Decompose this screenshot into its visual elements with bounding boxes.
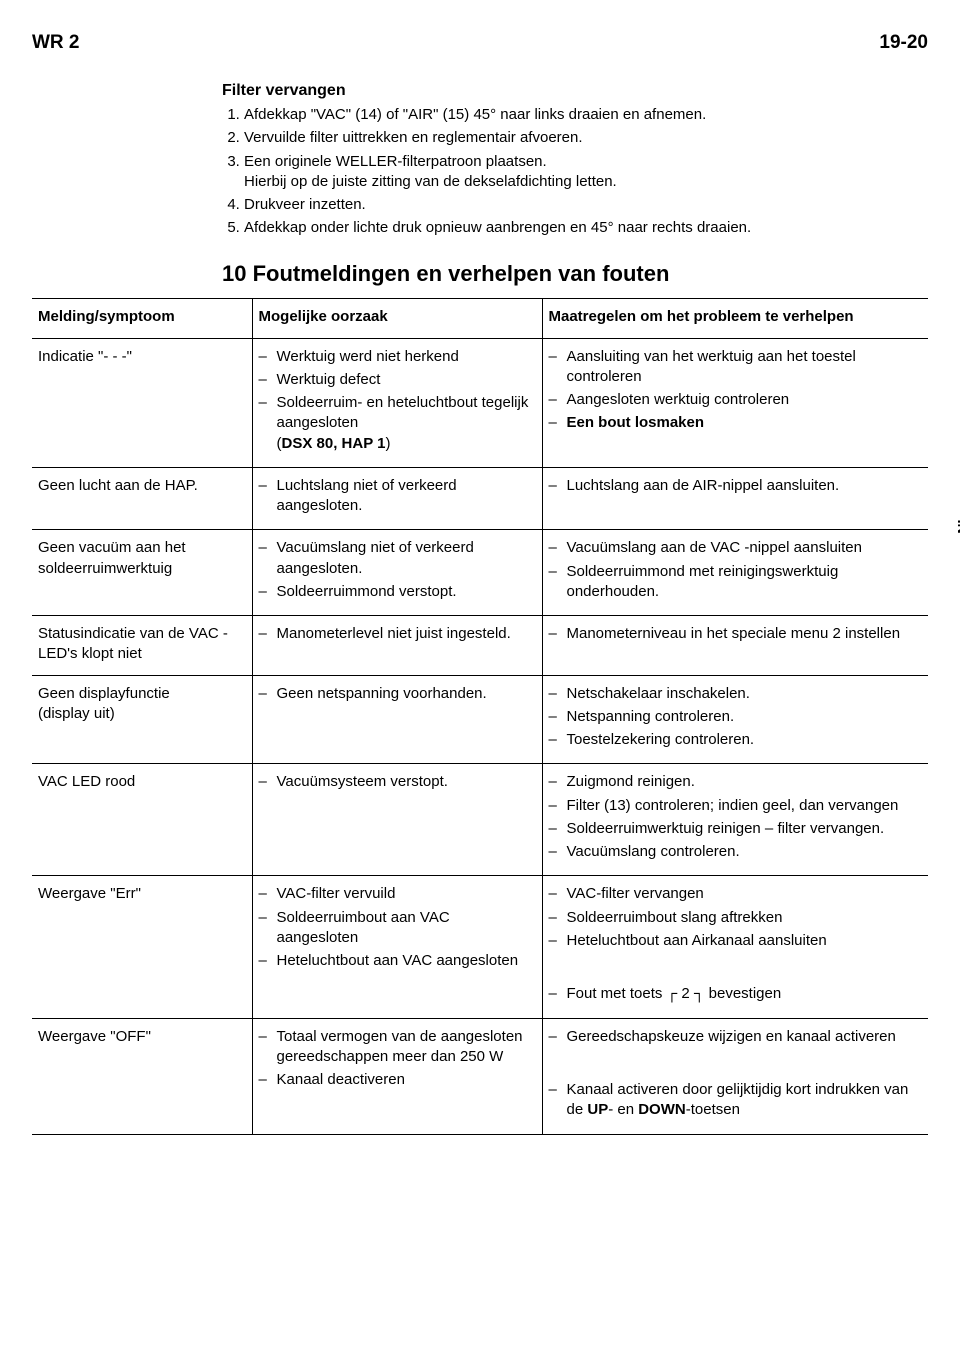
page-header: WR 2 19-20 xyxy=(32,30,928,56)
filter-section: Filter vervangen Afdekkap "VAC" (14) of … xyxy=(222,80,928,239)
fix-item: Netschakelaar inschakelen. xyxy=(549,684,921,704)
fix-item: Aansluiting van het werktuig aan het toe… xyxy=(549,347,921,388)
cell-cause: VAC-filter vervuild Soldeerruimbout aan V… xyxy=(252,876,542,1018)
fix-item: Soldeerruimmond met reinigingswerktuig o… xyxy=(549,562,921,603)
cell-symptom: Statusindicatie van de VAC -LED's klopt … xyxy=(32,616,252,676)
fix-item: Filter (13) controleren; indien geel, da… xyxy=(549,796,921,816)
cell-cause: Totaal vermogen van de aangesloten geree… xyxy=(252,1018,542,1134)
cause-item: Luchtslang niet of verkeerd aangesloten. xyxy=(259,476,534,517)
filter-step-text: Een originele WELLER-filterpatroon plaat… xyxy=(244,153,547,170)
fix-item: VAC-filter vervangen xyxy=(549,884,921,904)
header-right: 19-20 xyxy=(879,30,928,56)
filter-step: Een originele WELLER-filterpatroon plaat… xyxy=(244,152,928,193)
table-row: Weergave "OFF"Totaal vermogen van de aan… xyxy=(32,1018,928,1134)
cell-cause: Geen netspanning voorhanden. xyxy=(252,675,542,764)
filter-step: Afdekkap onder lichte druk opnieuw aanbr… xyxy=(244,218,928,238)
cause-item: Werktuig defect xyxy=(259,370,534,390)
fix-item: Kanaal activeren door gelijktijdig kort … xyxy=(549,1080,921,1121)
cell-fix: Zuigmond reinigen. Filter (13) controlere… xyxy=(542,764,928,876)
table-row: Geen displayfunctie(display uit) Geen net… xyxy=(32,675,928,764)
fix-item: Manometerniveau in het speciale menu 2 i… xyxy=(549,624,921,644)
table-row: VAC LED rood Vacuümsysteem verstopt. Zuigm… xyxy=(32,764,928,876)
filter-steps: Afdekkap "VAC" (14) of "AIR" (15) 45° na… xyxy=(222,105,928,239)
cell-symptom: Geen displayfunctie(display uit) xyxy=(32,675,252,764)
cell-cause: Vacuümslang niet of verkeerd aangesloten… xyxy=(252,530,542,616)
cause-item: VAC-filter vervuild xyxy=(259,884,534,904)
table-row: Indicatie "- - -"Werktuig werd niet herk… xyxy=(32,338,928,467)
troubleshoot-table: Melding/symptoom Mogelijke oorzaak Maatr… xyxy=(32,298,928,1134)
cause-item: Kanaal deactiveren xyxy=(259,1070,534,1090)
table-row: Geen vacuüm aan het soldeerruimwerktuigV… xyxy=(32,530,928,616)
fix-item: Soldeerruimwerktuig reinigen – filter ve… xyxy=(549,819,921,839)
cell-fix: Luchtslang aan de AIR-nippel aansluiten. xyxy=(542,467,928,530)
cause-item: Soldeerruimmond verstopt. xyxy=(259,582,534,602)
filter-title: Filter vervangen xyxy=(222,80,928,102)
fix-item: Toestelzekering controleren. xyxy=(549,730,921,750)
th-fix: Maatregelen om het probleem te verhelpen xyxy=(542,299,928,338)
fix-item: Netspanning controleren. xyxy=(549,707,921,727)
fix-item: Heteluchtbout aan Airkanaal aansluiten xyxy=(549,931,921,951)
th-symptom: Melding/symptoom xyxy=(32,299,252,338)
fix-item: Vacuümslang aan de VAC -nippel aansluite… xyxy=(549,538,921,558)
header-left: WR 2 xyxy=(32,30,80,56)
cell-fix: Netschakelaar inschakelen. Netspanning co… xyxy=(542,675,928,764)
th-cause: Mogelijke oorzaak xyxy=(252,299,542,338)
error-section-title: 10 Foutmeldingen en verhelpen van fouten xyxy=(222,259,928,289)
filter-step: Drukveer inzetten. xyxy=(244,195,928,215)
fix-item: Luchtslang aan de AIR-nippel aansluiten. xyxy=(549,476,921,496)
table-row: Statusindicatie van de VAC -LED's klopt … xyxy=(32,616,928,676)
cell-symptom: Geen vacuüm aan het soldeerruimwerktuig xyxy=(32,530,252,616)
cell-symptom: Weergave "OFF" xyxy=(32,1018,252,1134)
cell-symptom: Weergave "Err" xyxy=(32,876,252,1018)
cell-symptom: VAC LED rood xyxy=(32,764,252,876)
cause-item: Heteluchtbout aan VAC aangesloten xyxy=(259,951,534,971)
cell-symptom: Geen lucht aan de HAP. xyxy=(32,467,252,530)
cause-item: Manometerlevel niet juist ingesteld. xyxy=(259,624,534,644)
filter-step: Afdekkap "VAC" (14) of "AIR" (15) 45° na… xyxy=(244,105,928,125)
cell-fix: Aansluiting van het werktuig aan het toe… xyxy=(542,338,928,467)
cell-cause: Manometerlevel niet juist ingesteld. xyxy=(252,616,542,676)
cell-fix: Manometerniveau in het speciale menu 2 i… xyxy=(542,616,928,676)
cause-item: Soldeerruim- en heteluchtbout tegelijk a… xyxy=(259,393,534,454)
fix-item: Soldeerruimbout slang aftrekken xyxy=(549,908,921,928)
fix-item: Aangesloten werktuig controleren xyxy=(549,390,921,410)
table-head-row: Melding/symptoom Mogelijke oorzaak Maatr… xyxy=(32,299,928,338)
cell-cause: Werktuig werd niet herkend Werktuig defec… xyxy=(252,338,542,467)
table-row: Weergave "Err" VAC-filter vervuild Soldeer… xyxy=(32,876,928,1018)
cause-item: Werktuig werd niet herkend xyxy=(259,347,534,367)
fix-item: Fout met toets ┌ 2 ┐ bevestigen xyxy=(549,984,921,1004)
filter-step: Vervuilde filter uittrekken en reglement… xyxy=(244,128,928,148)
cause-item: Soldeerruimbout aan VAC aangesloten xyxy=(259,908,534,949)
cause-item: Vacuümsysteem verstopt. xyxy=(259,772,534,792)
cause-item: Totaal vermogen van de aangesloten geree… xyxy=(259,1027,534,1068)
cell-fix: VAC-filter vervangen Soldeerruimbout slan… xyxy=(542,876,928,1018)
cell-cause: Luchtslang niet of verkeerd aangesloten. xyxy=(252,467,542,530)
fix-item: Een bout losmaken xyxy=(549,413,921,433)
cause-item: Geen netspanning voorhanden. xyxy=(259,684,534,704)
fix-item: Vacuümslang controleren. xyxy=(549,842,921,862)
cell-fix: Vacuümslang aan de VAC -nippel aansluite… xyxy=(542,530,928,616)
fix-item: Gereedschapskeuze wijzigen en kanaal act… xyxy=(549,1027,921,1047)
table-row: Geen lucht aan de HAP.Luchtslang niet of… xyxy=(32,467,928,530)
fix-item: Zuigmond reinigen. xyxy=(549,772,921,792)
cell-symptom: Indicatie "- - -" xyxy=(32,338,252,467)
filter-note: Hierbij op de juiste zitting van de deks… xyxy=(244,172,928,192)
cell-cause: Vacuümsysteem verstopt. xyxy=(252,764,542,876)
cell-fix: Gereedschapskeuze wijzigen en kanaal act… xyxy=(542,1018,928,1134)
language-tab: NL xyxy=(954,515,960,534)
cause-item: Vacuümslang niet of verkeerd aangesloten… xyxy=(259,538,534,579)
